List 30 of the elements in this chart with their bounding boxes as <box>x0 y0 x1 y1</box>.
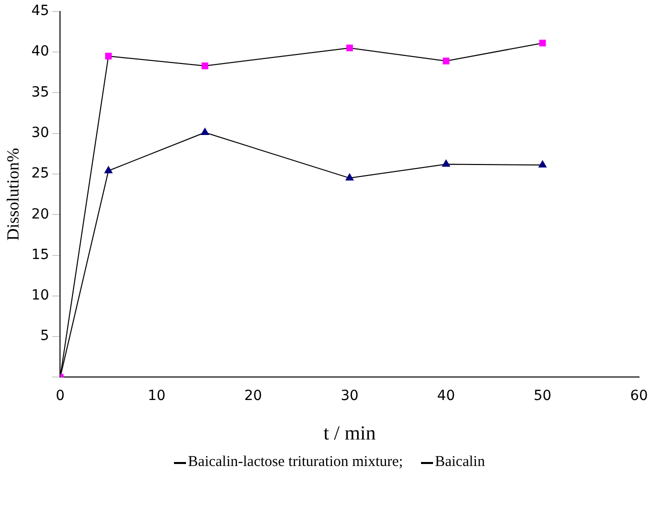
y-tick-label: 20 <box>31 206 50 222</box>
y-tick-label: 10 <box>31 288 50 304</box>
point <box>346 44 353 52</box>
x-tick-label: 40 <box>437 388 455 404</box>
point <box>346 174 354 181</box>
legend-label: Baicalin-lactose trituration mixture; <box>188 454 403 471</box>
y-tick-label: 15 <box>31 246 50 263</box>
y-tick-label: 40 <box>31 44 50 60</box>
y-tick-label: 25 <box>31 166 50 182</box>
y-tick-label: 30 <box>31 124 50 141</box>
x-axis-title: t / min <box>323 422 376 444</box>
x-tick-label: 50 <box>534 388 552 404</box>
point <box>202 62 208 70</box>
point <box>442 160 450 167</box>
point <box>538 160 546 168</box>
x-tick-label: 60 <box>630 388 648 404</box>
point <box>442 58 450 64</box>
point <box>539 40 546 46</box>
y-tick-label: 35 <box>31 84 50 100</box>
legend-label: Baicalin <box>434 454 485 471</box>
point <box>104 166 112 174</box>
point <box>105 52 112 60</box>
point <box>200 128 209 136</box>
x-tick-label: 0 <box>56 388 65 404</box>
x-tick-label: 20 <box>244 388 262 404</box>
y-axis-title: Dissolution% <box>4 148 23 241</box>
y-tick-label: 5 <box>40 328 50 344</box>
y-tick-label: 45 <box>31 3 50 20</box>
x-tick-label: 10 <box>148 388 166 404</box>
x-tick-label: 30 <box>340 388 359 404</box>
